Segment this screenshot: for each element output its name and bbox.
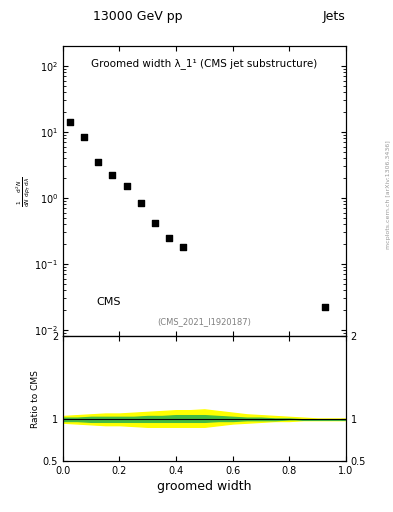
Point — [123, 182, 130, 190]
Point — [152, 219, 158, 227]
Point — [321, 303, 328, 311]
Text: 13000 GeV pp: 13000 GeV pp — [93, 10, 182, 23]
Point — [95, 158, 101, 166]
Text: (CMS_2021_I1920187): (CMS_2021_I1920187) — [158, 317, 251, 326]
Point — [81, 133, 87, 141]
Text: CMS: CMS — [97, 296, 121, 307]
Point — [138, 199, 144, 207]
Text: Groomed width λ_1¹ (CMS jet substructure): Groomed width λ_1¹ (CMS jet substructure… — [91, 58, 318, 69]
X-axis label: groomed width: groomed width — [157, 480, 252, 493]
Point — [180, 243, 186, 251]
Text: mcplots.cern.ch [arXiv:1306.3436]: mcplots.cern.ch [arXiv:1306.3436] — [386, 140, 391, 249]
Point — [166, 233, 172, 242]
Y-axis label: $\frac{1}{\mathrm{d}N}\,\frac{\mathrm{d}^2 N}{\mathrm{d}p_T\,\mathrm{d}\lambda}$: $\frac{1}{\mathrm{d}N}\,\frac{\mathrm{d}… — [15, 176, 33, 207]
Y-axis label: Ratio to CMS: Ratio to CMS — [31, 370, 40, 428]
Point — [109, 172, 116, 180]
Point — [67, 118, 73, 126]
Text: Jets: Jets — [323, 10, 346, 23]
